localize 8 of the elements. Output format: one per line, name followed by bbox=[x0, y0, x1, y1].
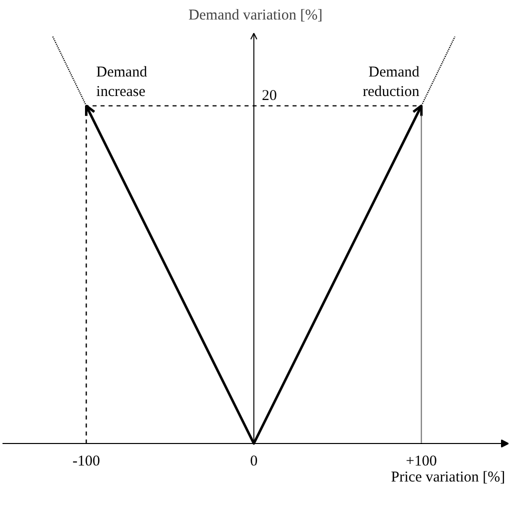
annotation: Demand reduction bbox=[362, 64, 420, 100]
annotation: Demand increase bbox=[96, 64, 148, 100]
x-axis-title: Price variation [%] bbox=[391, 470, 506, 486]
y-axis-title: Demand variation [%] bbox=[188, 8, 323, 24]
annotation: 20 bbox=[262, 88, 277, 104]
x-tick-label: 0 bbox=[250, 454, 258, 470]
x-tick-label: -100 bbox=[72, 454, 100, 470]
x-tick-label: +100 bbox=[406, 454, 437, 470]
